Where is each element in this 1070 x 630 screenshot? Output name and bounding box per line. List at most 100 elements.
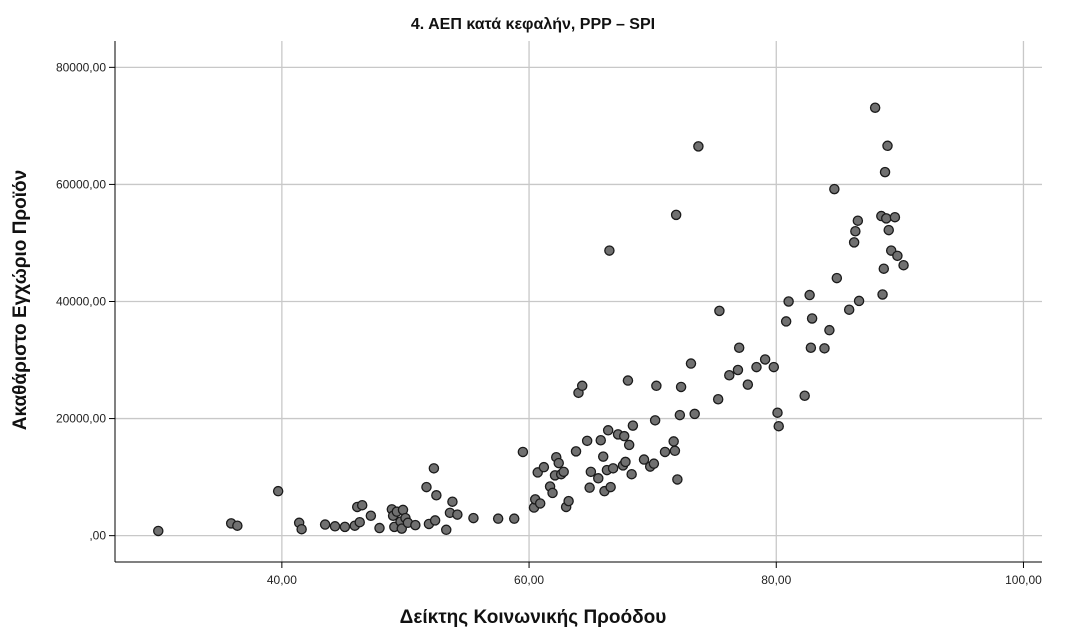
data-point bbox=[889, 211, 901, 223]
data-point bbox=[627, 420, 639, 431]
data-point bbox=[869, 102, 881, 113]
data-point bbox=[804, 289, 815, 301]
data-point bbox=[272, 485, 284, 497]
data-point bbox=[712, 394, 724, 405]
data-point bbox=[806, 313, 818, 324]
data-point bbox=[339, 521, 351, 533]
data-point bbox=[620, 456, 631, 468]
data-point bbox=[768, 361, 780, 373]
x-tick-label: 100,00 bbox=[1005, 573, 1042, 587]
data-point bbox=[675, 381, 687, 393]
data-point bbox=[882, 140, 893, 152]
data-point bbox=[824, 324, 835, 336]
data-point bbox=[319, 519, 331, 530]
data-point bbox=[773, 420, 784, 432]
x-axis-label: Δείκτης Κοινωνικής Προόδου bbox=[400, 607, 667, 628]
x-tick-label: 80,00 bbox=[761, 573, 791, 587]
data-point bbox=[618, 430, 630, 442]
data-point bbox=[452, 509, 463, 520]
data-point bbox=[396, 523, 408, 534]
data-point bbox=[659, 446, 671, 458]
data-point bbox=[593, 473, 604, 484]
data-point bbox=[623, 439, 635, 451]
data-point bbox=[732, 364, 744, 376]
data-point bbox=[534, 498, 546, 509]
x-tick-labels: 40,00 60,00 80,00 100,00 bbox=[267, 573, 1042, 587]
data-point bbox=[517, 446, 529, 458]
data-point bbox=[877, 289, 888, 300]
data-point bbox=[296, 523, 307, 535]
data-point bbox=[356, 499, 368, 511]
data-point bbox=[547, 487, 558, 499]
data-point bbox=[670, 209, 682, 221]
data-point bbox=[428, 463, 440, 474]
data-point bbox=[447, 496, 458, 507]
data-point bbox=[354, 516, 365, 528]
data-point bbox=[329, 521, 341, 532]
data-point bbox=[668, 436, 679, 447]
data-point bbox=[431, 490, 442, 501]
data-point bbox=[780, 316, 792, 327]
data-point bbox=[853, 295, 865, 307]
data-point bbox=[429, 515, 441, 526]
data-point bbox=[829, 183, 840, 195]
data-point bbox=[724, 370, 735, 381]
data-point bbox=[602, 425, 614, 436]
y-axis-label: Ακαθάριστο Εγχώριο Προϊόν bbox=[10, 170, 31, 430]
data-point bbox=[638, 454, 650, 465]
data-point bbox=[689, 408, 700, 420]
chart-title: 4. ΑΕΠ κατά κεφαλήν, PPP – SPI bbox=[411, 16, 655, 33]
data-point bbox=[153, 525, 164, 537]
data-point bbox=[604, 245, 615, 256]
data-point bbox=[649, 415, 661, 426]
data-point bbox=[751, 361, 762, 373]
data-point bbox=[805, 342, 817, 353]
data-point bbox=[232, 520, 243, 531]
data-point bbox=[648, 458, 660, 469]
data-point bbox=[421, 481, 432, 493]
data-point bbox=[714, 305, 725, 317]
data-point bbox=[553, 457, 564, 469]
data-point bbox=[759, 354, 771, 365]
data-point bbox=[440, 524, 452, 536]
y-tick-label: 40000,00 bbox=[56, 295, 106, 309]
data-point bbox=[622, 375, 634, 386]
data-point bbox=[468, 512, 479, 524]
data-point bbox=[605, 481, 616, 493]
y-tick-label: 20000,00 bbox=[56, 412, 106, 426]
axes bbox=[109, 41, 1042, 568]
data-point bbox=[581, 435, 593, 447]
data-point bbox=[892, 250, 903, 262]
data-point bbox=[584, 482, 595, 493]
data-point bbox=[848, 237, 860, 248]
data-point bbox=[626, 468, 637, 480]
data-point bbox=[607, 463, 619, 474]
data-point bbox=[585, 466, 597, 478]
data-point bbox=[674, 409, 686, 421]
data-point bbox=[783, 296, 794, 307]
grid-lines bbox=[115, 41, 1042, 562]
data-point bbox=[843, 304, 855, 315]
data-point bbox=[850, 226, 861, 237]
data-point bbox=[852, 215, 864, 226]
data-point bbox=[669, 445, 681, 457]
y-tick-labels: ,00 20000,00 40000,00 60000,00 80000,00 bbox=[56, 60, 106, 542]
data-point bbox=[879, 166, 891, 178]
data-point bbox=[693, 141, 704, 152]
data-point bbox=[881, 213, 892, 224]
data-point bbox=[597, 451, 609, 462]
data-points bbox=[153, 102, 909, 537]
data-point bbox=[672, 474, 683, 485]
data-point bbox=[685, 358, 697, 369]
data-point bbox=[576, 380, 588, 392]
x-tick-label: 60,00 bbox=[514, 573, 544, 587]
data-point bbox=[374, 522, 385, 534]
data-point bbox=[898, 259, 909, 271]
x-tick-label: 40,00 bbox=[267, 573, 297, 587]
data-point bbox=[410, 519, 421, 531]
data-point bbox=[595, 434, 606, 446]
data-point bbox=[799, 390, 810, 401]
data-point bbox=[651, 380, 662, 392]
